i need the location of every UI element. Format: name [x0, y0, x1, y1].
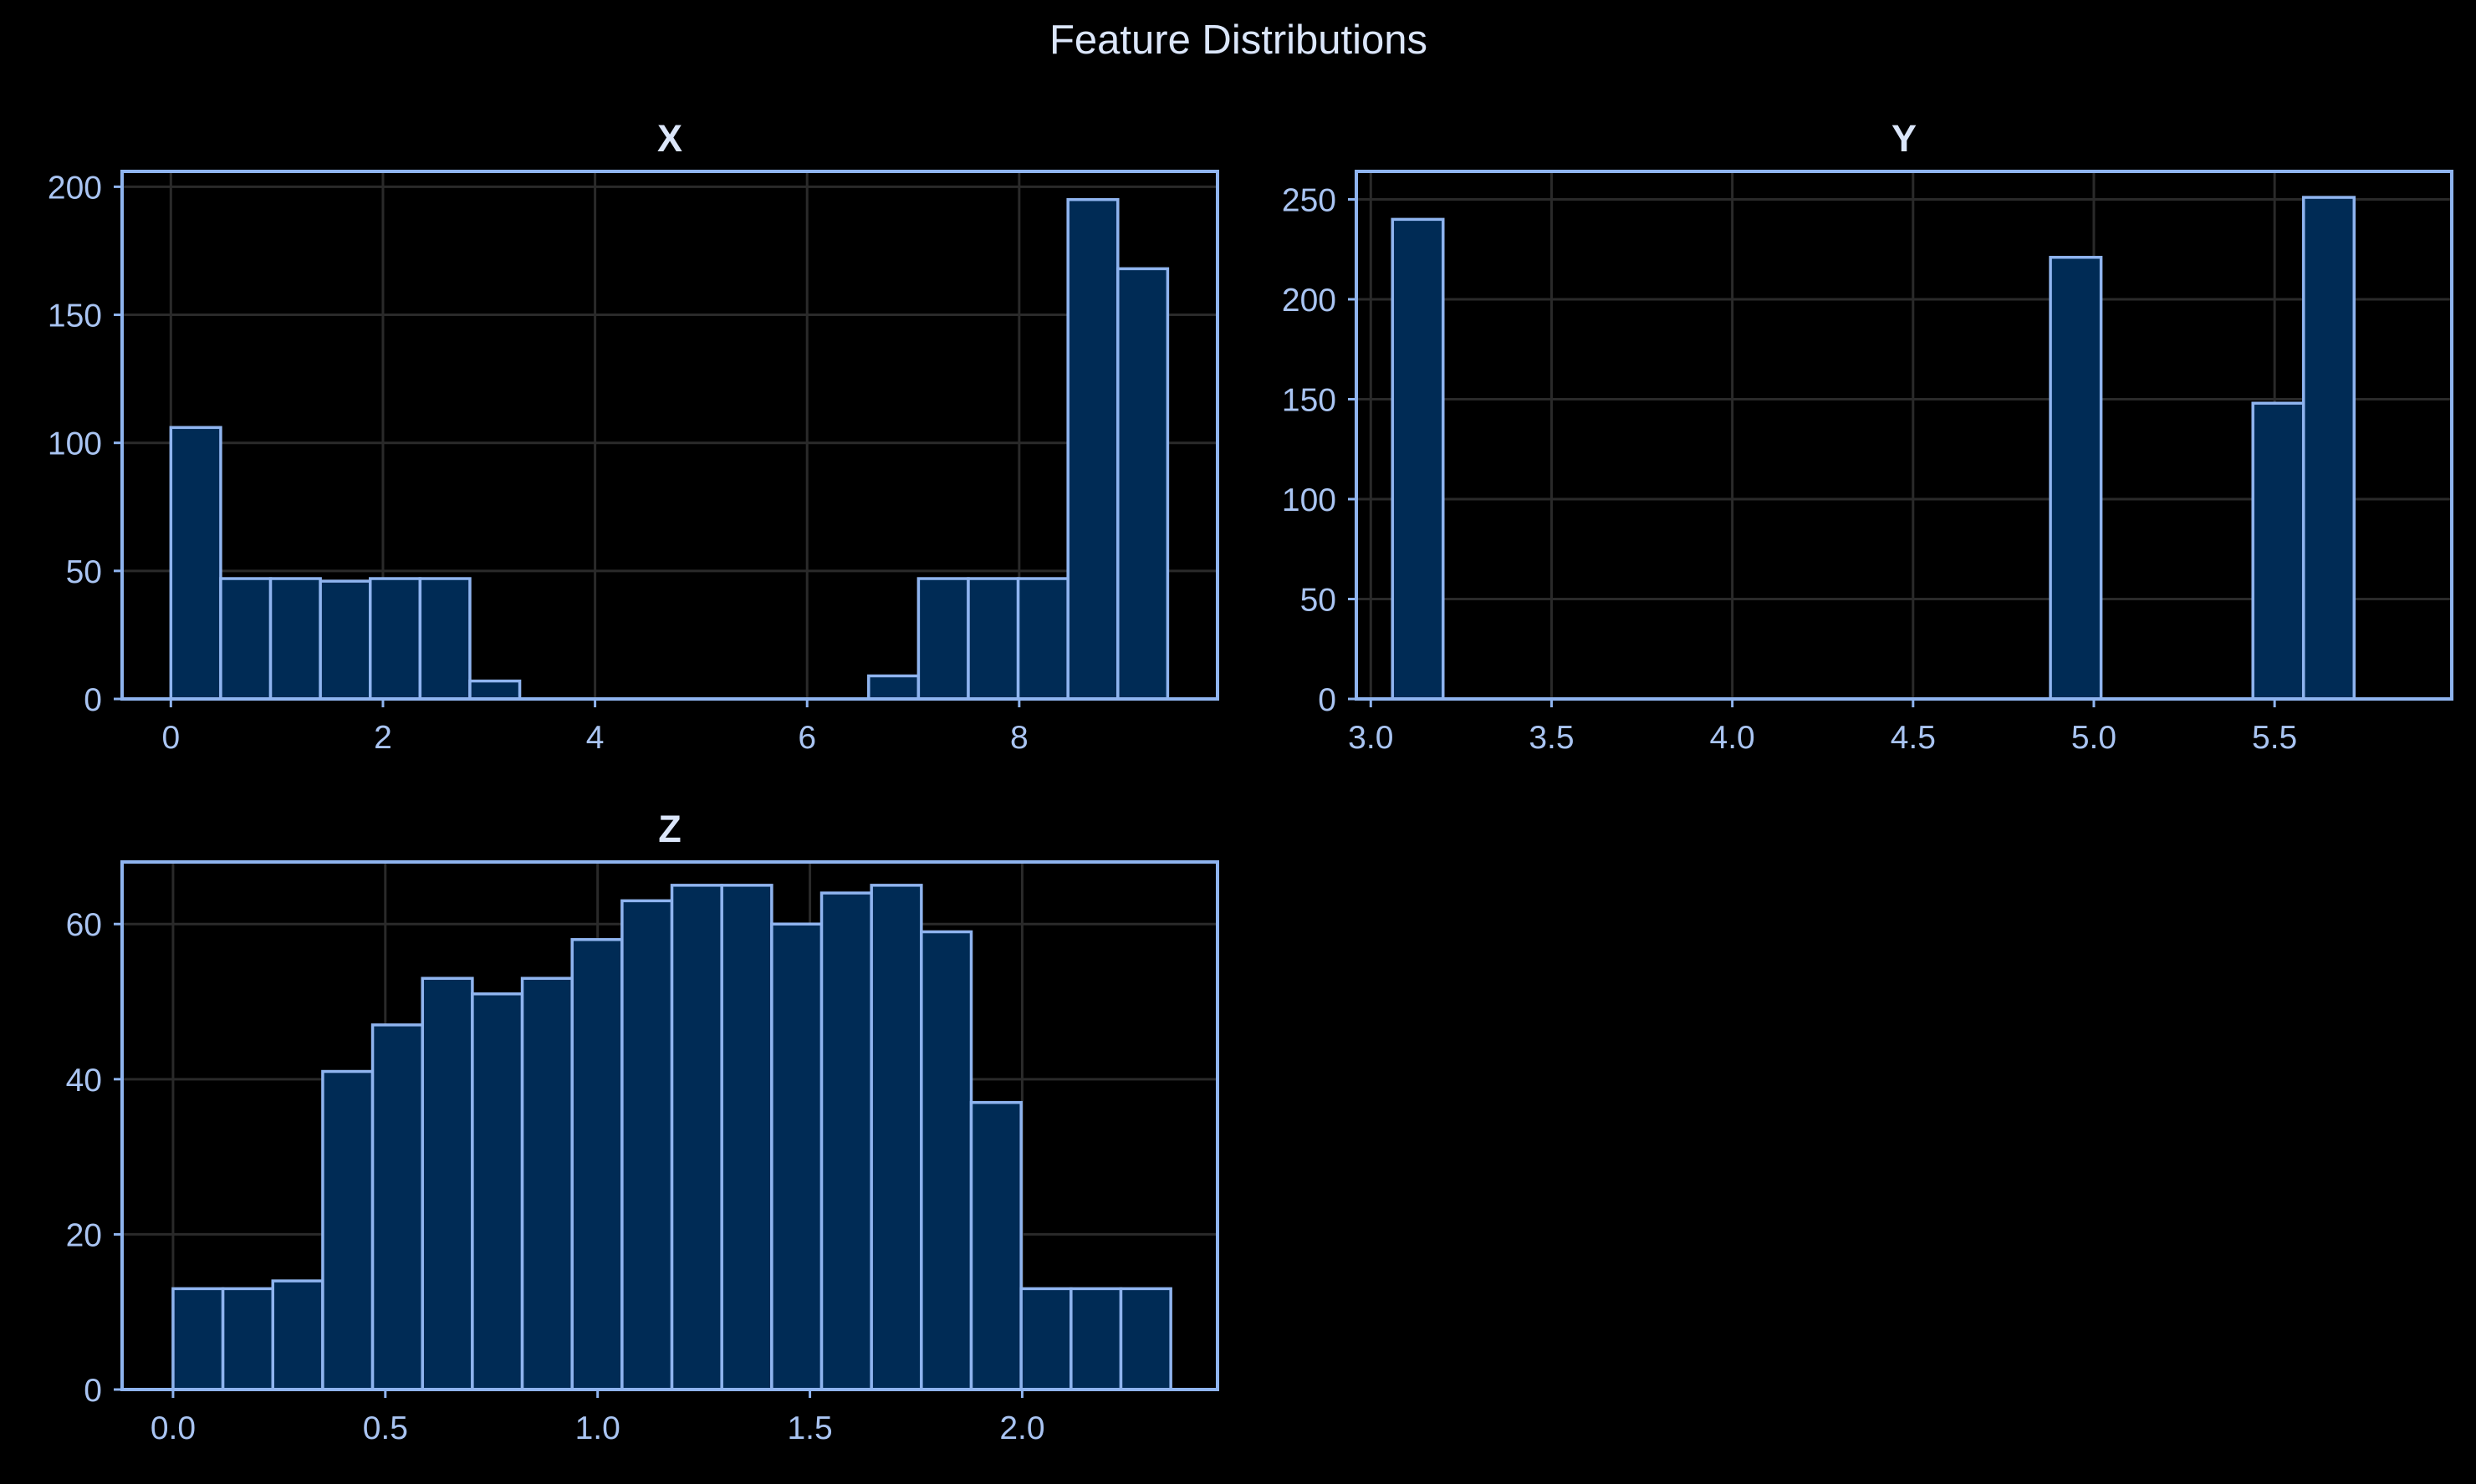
- histogram-bar: [1119, 1287, 1172, 1390]
- histogram-bar: [368, 577, 422, 699]
- histogram-bar: [1116, 267, 1170, 699]
- histogram-bar: [867, 674, 921, 699]
- histogram-bar: [271, 1279, 324, 1390]
- histogram-bars: [1391, 196, 2356, 699]
- histogram-bar: [770, 922, 824, 1390]
- x-tick-label: 4.5: [1891, 720, 1936, 756]
- histogram-bar: [468, 679, 522, 699]
- y-tick-label: 20: [66, 1217, 102, 1253]
- histogram-bar: [169, 426, 222, 699]
- histogram-bar: [268, 577, 322, 699]
- y-tick-label: 250: [1282, 182, 1336, 218]
- axes-y-histogram: 3.0 3.5 4.0 4.5 5.0 5.5 0 50 100 150 200 250 Y: [1282, 117, 2453, 756]
- y-tick-label: 150: [1282, 382, 1336, 418]
- histogram-bar: [916, 577, 970, 699]
- axes-title: Z: [658, 808, 682, 850]
- x-tick-label: 5.5: [2252, 720, 2297, 756]
- histogram-bar: [819, 891, 873, 1390]
- x-tick-label: 2.0: [999, 1410, 1044, 1446]
- x-tick-label: 2: [374, 720, 392, 756]
- histogram-bar: [2049, 256, 2103, 699]
- histogram-bar: [421, 977, 474, 1390]
- histogram-bar: [370, 1023, 424, 1390]
- histogram-bar: [920, 930, 973, 1390]
- y-tick-label: 50: [66, 554, 102, 590]
- y-tick-label: 0: [84, 682, 102, 718]
- x-tick-label: 1.5: [787, 1410, 832, 1446]
- histogram-bar: [720, 884, 773, 1390]
- x-tick-label: 3.5: [1529, 720, 1574, 756]
- figure-title: Feature Distributions: [1049, 18, 1427, 63]
- y-tick-label: 50: [1300, 582, 1336, 618]
- histogram-bar: [2301, 196, 2356, 699]
- histogram-bar: [520, 977, 574, 1390]
- axes-x-histogram: 0 2 4 6 8 0 50 100 150 200 X: [48, 117, 1219, 756]
- axes-frame: [120, 860, 1219, 1391]
- axes-frame: [120, 170, 1219, 701]
- y-tick-label: 100: [1282, 482, 1336, 518]
- histogram-bar: [219, 577, 273, 699]
- histogram-bar: [870, 884, 923, 1390]
- histogram-bar: [1066, 197, 1120, 699]
- histogram-bar: [221, 1287, 275, 1390]
- y-tick-label: 200: [1282, 283, 1336, 319]
- histogram-bar: [620, 899, 674, 1390]
- axes-title: X: [657, 117, 682, 160]
- histogram-bar: [1019, 1287, 1073, 1390]
- x-tick-label: 5.0: [2071, 720, 2116, 756]
- axes-z-histogram: 0.0 0.5 1.0 1.5 2.0 0 20 40 60 Z: [66, 808, 1219, 1446]
- histogram-bar: [471, 992, 524, 1390]
- y-tick-label: 150: [48, 298, 102, 334]
- y-tick-label: 100: [48, 426, 102, 462]
- histogram-bar: [967, 577, 1020, 699]
- x-tick-label: 0.5: [363, 1410, 408, 1446]
- histogram-bar: [1016, 577, 1070, 699]
- y-tick-label: 40: [66, 1063, 102, 1099]
- histogram-bar: [969, 1100, 1023, 1390]
- x-tick-label: 3.0: [1348, 720, 1393, 756]
- y-tick-label: 0: [84, 1373, 102, 1409]
- y-tick-label: 60: [66, 907, 102, 943]
- histogram-bars: [169, 197, 1170, 699]
- x-tick-label: 8: [1010, 720, 1029, 756]
- x-tick-label: 6: [798, 720, 816, 756]
- histogram-bar: [570, 938, 624, 1390]
- histogram-bar: [1070, 1287, 1123, 1390]
- x-tick-label: 4: [586, 720, 605, 756]
- histogram-bar: [321, 1069, 375, 1390]
- histogram-bar: [2251, 401, 2305, 699]
- x-tick-label: 4.0: [1710, 720, 1755, 756]
- histogram-bar: [418, 577, 472, 699]
- x-tick-label: 0: [161, 720, 180, 756]
- x-tick-label: 1.0: [575, 1410, 620, 1446]
- y-tick-label: 0: [1318, 682, 1336, 718]
- histogram-bar: [171, 1287, 225, 1390]
- x-tick-label: 0.0: [151, 1410, 196, 1446]
- axes-frame: [1355, 170, 2453, 701]
- histogram-bar: [1391, 217, 1445, 699]
- histogram-bar: [670, 884, 723, 1390]
- y-tick-label: 200: [48, 170, 102, 206]
- axes-title: Y: [1891, 117, 1917, 160]
- histogram-bar: [319, 579, 372, 699]
